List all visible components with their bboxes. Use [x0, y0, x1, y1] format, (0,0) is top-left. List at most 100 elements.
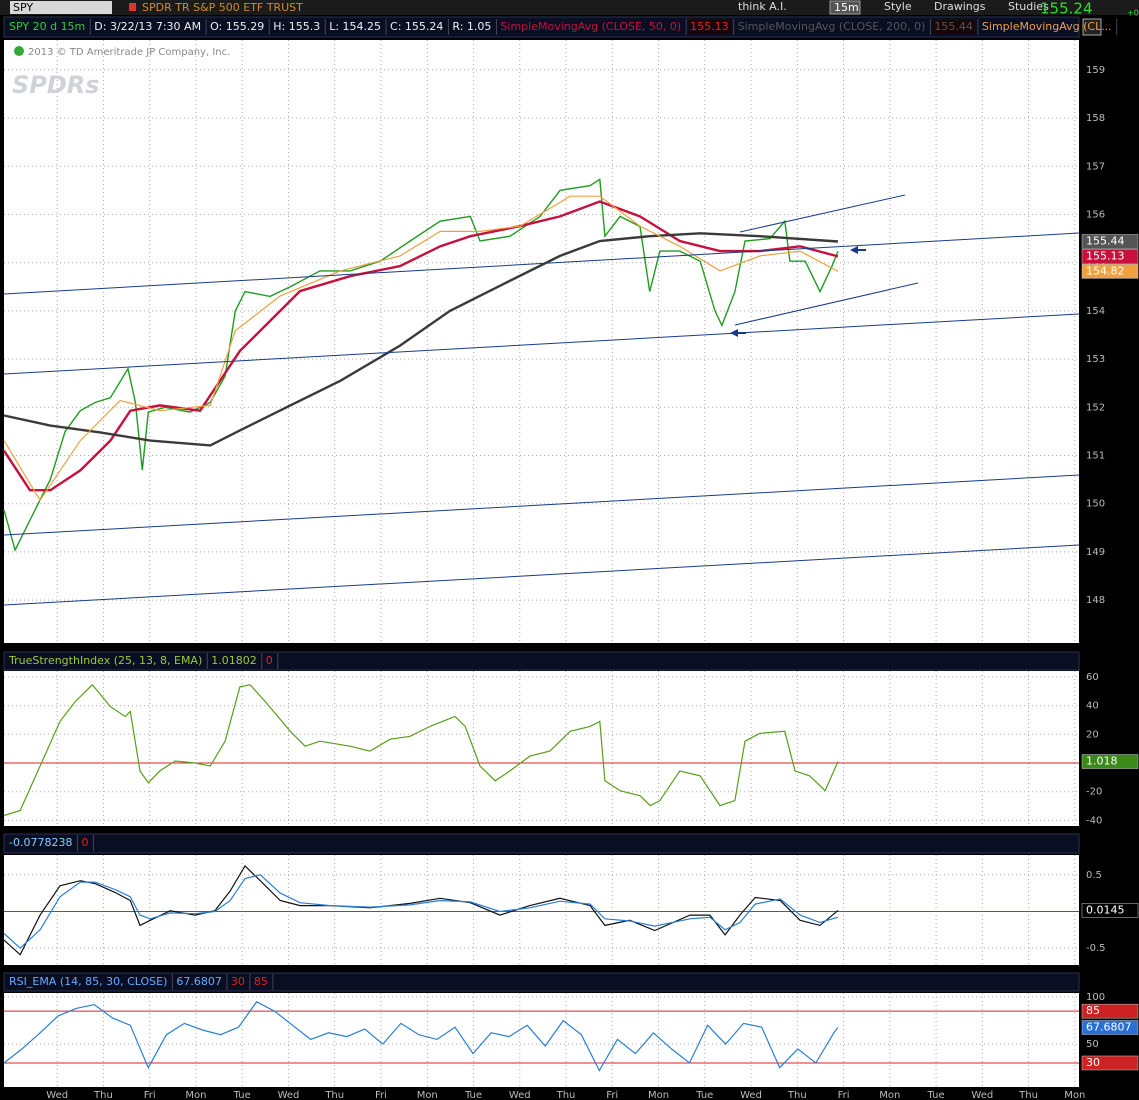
symbol[interactable]: SPY — [13, 1, 33, 14]
x-tick-label: Wed — [509, 1090, 531, 1100]
y-tick-label: 150 — [1086, 499, 1105, 510]
value-box — [1081, 1003, 1139, 1019]
y-tick-label: 158 — [1086, 113, 1105, 124]
y-tick-label: 156 — [1086, 209, 1105, 220]
y-tick-label: 60 — [1086, 672, 1099, 683]
x-tick-label: Fri — [144, 1090, 156, 1100]
plot-area — [4, 855, 1079, 965]
series-line — [3, 232, 839, 447]
value-box-label: 155.44 — [1086, 234, 1125, 247]
value-box — [1081, 1055, 1139, 1071]
price-line — [3, 178, 839, 552]
series-name: SimpleMovingAvg (CL... — [982, 20, 1112, 33]
x-tick-label: Wed — [740, 1090, 762, 1100]
y-tick-label: 148 — [1086, 595, 1105, 606]
toolbar-button[interactable]: Drawings — [934, 0, 986, 13]
panel-title: RSI_EMA (14, 85, 30, CLOSE) — [9, 975, 167, 988]
reference-value: 0 — [266, 654, 273, 667]
series-last-value: 155.44 — [934, 20, 973, 33]
value-box — [1081, 264, 1139, 279]
value-box-label: 67.6807 — [1086, 1020, 1132, 1033]
x-tick-label: Tue — [464, 1090, 482, 1100]
arrow — [730, 329, 746, 337]
y-tick-label: 151 — [1086, 450, 1105, 461]
x-tick-label: Fri — [375, 1090, 387, 1100]
plot-area — [4, 993, 1079, 1087]
x-tick-label: Thu — [787, 1090, 807, 1100]
value-box — [1081, 234, 1139, 249]
settings-button[interactable] — [1082, 18, 1102, 36]
y-tick-label: 100 — [1086, 992, 1105, 1003]
y-tick-label: 159 — [1086, 65, 1105, 76]
value-box-label: 30 — [1086, 1056, 1100, 1069]
panel-title: SPY 20 d 15m — [9, 20, 85, 33]
y-tick-label: 149 — [1086, 547, 1105, 558]
series-last-value: 155.13 — [690, 20, 729, 33]
value-box-label: 155.13 — [1086, 249, 1125, 262]
x-tick-label: Mon — [417, 1090, 438, 1100]
trendline — [739, 194, 906, 233]
x-tick-label: Tue — [233, 1090, 251, 1100]
series-line — [3, 683, 839, 817]
series-line — [3, 1001, 839, 1072]
header-value-box — [688, 20, 731, 34]
series-name: SimpleMovingAvg (CLOSE, 50, 0) — [500, 20, 681, 33]
logo-icon — [14, 46, 24, 56]
x-tick-label: Mon — [879, 1090, 900, 1100]
timeframe-button[interactable] — [829, 0, 861, 15]
header-bar — [3, 16, 1080, 38]
symbol-box[interactable] — [10, 1, 112, 14]
reference-value: 30 — [231, 975, 245, 988]
y-tick-label: -20 — [1086, 787, 1102, 798]
value-box-label: 0.0145 — [1086, 903, 1125, 916]
series-line — [3, 195, 839, 502]
trendline — [3, 232, 1080, 295]
reference-value: 85 — [254, 975, 268, 988]
copyright: 2013 © TD Ameritrade JP Company, Inc. — [28, 47, 230, 58]
toolbar-button[interactable]: 15m — [834, 1, 859, 14]
value-box — [1081, 754, 1139, 769]
quote: C: 155.24 — [390, 20, 443, 33]
trendlines — [3, 194, 1080, 606]
y-tick-label: 157 — [1086, 161, 1105, 172]
toolbar-button[interactable]: Style — [884, 0, 912, 13]
header-bar — [3, 833, 1080, 854]
x-tick-label: Wed — [278, 1090, 300, 1100]
y-tick-label: -40 — [1086, 815, 1102, 826]
quote: O: 155.29 — [210, 20, 264, 33]
quote: H: 155.3 — [273, 20, 320, 33]
quote: R: 1.05 — [452, 20, 491, 33]
y-tick-label: 20 — [1086, 729, 1099, 740]
x-tick-label: Fri — [838, 1090, 850, 1100]
trendline — [3, 544, 1080, 606]
indicator-value: -0.0778238 — [9, 836, 72, 849]
plot-area — [4, 40, 1079, 643]
series-line — [2, 200, 839, 492]
x-tick-label: Thu — [93, 1090, 113, 1100]
value-box — [1081, 1020, 1139, 1035]
toolbar-button[interactable]: Studies — [1008, 0, 1049, 13]
series-line — [3, 874, 839, 949]
y-tick-label: 153 — [1086, 354, 1105, 365]
x-tick-label: Wed — [46, 1090, 68, 1100]
x-tick-label: Mon — [648, 1090, 669, 1100]
arrow — [850, 246, 866, 254]
flag-icon — [129, 3, 136, 11]
quote: L: 154.25 — [329, 20, 381, 33]
value-box-label: 85 — [1086, 1004, 1100, 1017]
y-tick-label: 154 — [1086, 306, 1105, 317]
x-tick-label: Thu — [556, 1090, 576, 1100]
x-tick-label: Tue — [695, 1090, 713, 1100]
value-box-label: 1.018 — [1086, 755, 1118, 768]
overlay: 2013 © TD Ameritrade JP Company, Inc. SP… — [3, 46, 1080, 606]
x-tick-label: Thu — [1018, 1090, 1038, 1100]
panel-title: TrueStrengthIndex (25, 13, 8, EMA) — [8, 654, 202, 667]
toolbar-button[interactable]: think A.I. — [738, 0, 787, 13]
header-bar — [3, 651, 1080, 671]
price-change: +0 — [1127, 9, 1139, 18]
panels: 148149150151152153154155156157158159SPY … — [2, 19, 1139, 1100]
indicator-value: 1.01802 — [211, 654, 257, 667]
y-tick-label: 40 — [1086, 701, 1099, 712]
